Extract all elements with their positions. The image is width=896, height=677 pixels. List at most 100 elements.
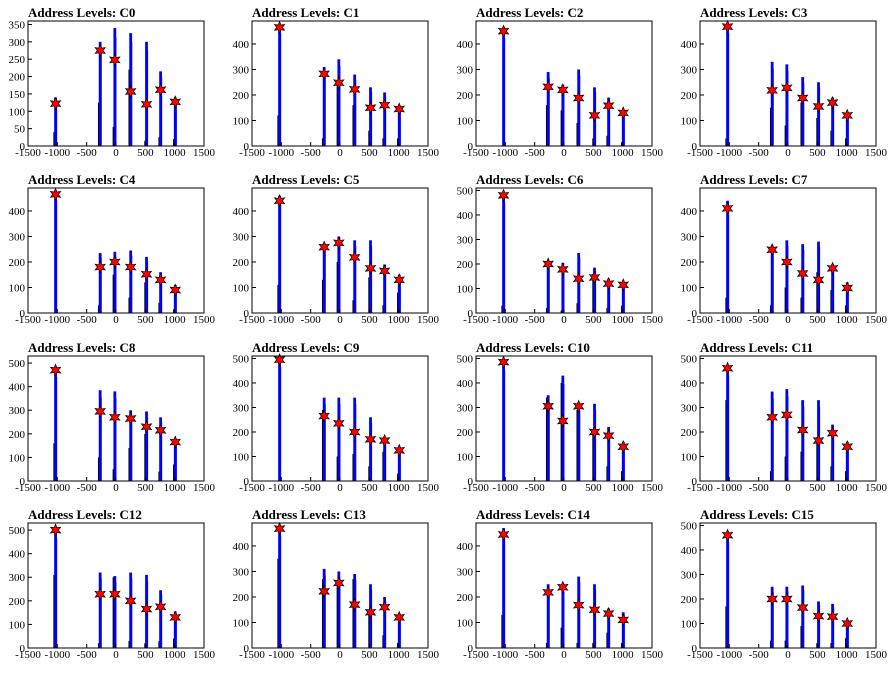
bar-blue: [845, 282, 849, 313]
bar-black: [576, 409, 578, 481]
y-tick-label: 300: [457, 402, 474, 414]
bar-blue-side: [280, 33, 282, 146]
bar-blue: [54, 97, 57, 146]
panel-c12: Address Levels: C12 0 100 200 300 400 500 -1500…: [9, 507, 216, 661]
bar-black: [336, 584, 338, 648]
star-marker: [588, 603, 601, 617]
bar-blue-side: [623, 615, 625, 648]
bar-blue-side: [339, 242, 341, 313]
bar-blue: [129, 250, 133, 313]
x-tick-label: -1500: [687, 649, 713, 661]
bar-blue-side: [728, 209, 730, 313]
bar-black: [725, 400, 727, 481]
bar-blue-side: [56, 376, 58, 481]
x-tick-label: -1500: [239, 147, 265, 159]
x-tick-label: 1000: [836, 147, 859, 159]
bar-blue: [397, 447, 401, 481]
bar-blue: [369, 417, 372, 481]
bar-blue-side: [548, 265, 550, 313]
bar-blue: [145, 256, 148, 313]
bar-black: [112, 577, 114, 648]
x-tick-label: 0: [561, 649, 567, 661]
bar-blue: [785, 240, 789, 313]
bar-blue: [502, 28, 505, 146]
star-marker: [273, 521, 286, 536]
y-tick-label: 0: [468, 141, 474, 153]
bar-black: [321, 579, 323, 648]
star-marker: [721, 19, 734, 34]
bar-blue: [607, 608, 610, 648]
bar-black: [321, 138, 323, 146]
y-tick-label: 0: [692, 141, 698, 153]
y-tick-label: 200: [233, 592, 250, 604]
x-tick-label: 1000: [164, 147, 187, 159]
x-tick-label: 500: [137, 482, 154, 494]
bar-blue-side: [131, 255, 133, 313]
x-tick-label: 0: [561, 314, 567, 326]
star-marker: [572, 399, 585, 413]
bar-blue: [98, 390, 102, 481]
x-tick-label: 1500: [193, 147, 216, 159]
y-tick-label: 500: [9, 358, 26, 370]
x-tick-label: 1500: [417, 482, 440, 494]
bar-blue-side: [355, 80, 357, 146]
bar-blue: [397, 106, 401, 146]
star-marker: [154, 273, 167, 287]
star-marker: [557, 580, 569, 595]
star-marker: [542, 585, 554, 600]
x-tick-label: 0: [337, 147, 343, 159]
x-tick-label: 0: [561, 482, 567, 494]
panel-title: Address Levels: C3: [700, 5, 808, 20]
bar-blue-side: [504, 370, 506, 481]
y-tick-label: 300: [457, 566, 474, 578]
panel-c4: Address Levels: C4 0 100 200 300 400 -1500 -100…: [9, 172, 216, 326]
x-tick-label: -1000: [492, 649, 518, 661]
bar-blue: [593, 267, 596, 313]
x-tick-label: -500: [525, 649, 546, 661]
bar-blue: [785, 64, 789, 146]
star-marker: [378, 433, 391, 448]
bar-blue-side: [595, 589, 597, 648]
bar-blue-side: [324, 404, 326, 481]
bar-blue-side: [623, 113, 625, 146]
panel-title: Address Levels: C5: [252, 172, 360, 187]
x-tick-label: 0: [785, 649, 791, 661]
bar-blue: [502, 192, 505, 313]
x-tick-label: -1000: [268, 147, 294, 159]
bar-blue-side: [819, 605, 821, 648]
star-marker: [497, 24, 510, 38]
star-marker: [273, 352, 286, 367]
y-tick-label: 0: [20, 141, 26, 153]
y-tick-label: 300: [681, 64, 698, 76]
bar-blue-side: [609, 281, 611, 313]
bar-black: [173, 139, 175, 146]
star-marker: [542, 399, 554, 413]
bar-black: [800, 102, 802, 146]
x-tick-label: -1000: [716, 147, 742, 159]
bar-blue: [278, 23, 281, 146]
bar-black: [576, 303, 578, 313]
star-marker: [124, 411, 137, 426]
bar-blue: [577, 69, 581, 146]
panel-title: Address Levels: C1: [252, 5, 359, 20]
bar-blue: [770, 61, 774, 146]
bar-black: [277, 558, 279, 648]
bar-black: [144, 643, 146, 648]
bar-black: [725, 297, 727, 313]
y-tick-label: 0: [20, 643, 26, 655]
bar-black: [97, 305, 99, 313]
y-tick-label: 300: [9, 572, 26, 584]
bar-blue: [621, 284, 625, 313]
x-tick-label: -1500: [239, 314, 265, 326]
y-tick-label: 350: [9, 19, 26, 31]
bar-blue-side: [115, 398, 117, 481]
star-marker: [154, 600, 167, 614]
bar-blue-side: [385, 96, 387, 146]
bar-blue-side: [803, 82, 805, 146]
x-tick-label: 500: [137, 314, 154, 326]
star-marker: [333, 76, 345, 90]
bar-blue-side: [131, 578, 133, 648]
x-tick-label: -1500: [239, 649, 265, 661]
y-tick-label: 100: [681, 451, 698, 463]
star-marker: [393, 443, 406, 458]
